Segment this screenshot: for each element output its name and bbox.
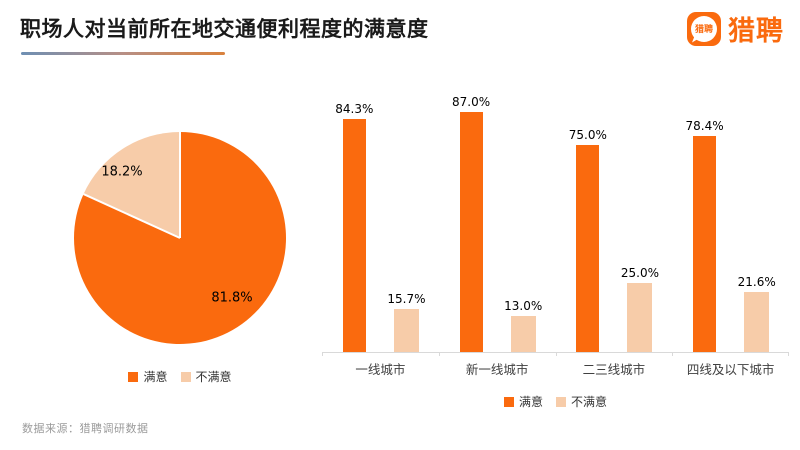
bar-value-label: 78.4%: [685, 118, 724, 133]
legend-item-unsatisfied: 不满意: [180, 368, 232, 385]
bar-group-四线及以下城市: 78.4% 21.6%: [672, 85, 789, 352]
axis-tick: [672, 352, 674, 356]
legend-label-unsatisfied: 不满意: [571, 395, 608, 409]
category-axis: 一线城市 新一线城市 二三线城市 四线及以下城市: [322, 353, 789, 378]
bar-plot-area: 84.3% 15.7% 87.0% 13.0% 75.0% 25.0% 78.4% 21.6%: [322, 85, 789, 356]
axis-tick: [555, 352, 557, 356]
data-source-note: 数据来源：猎聘调研数据: [22, 422, 149, 435]
category-label: 新一线城市: [465, 362, 529, 377]
logo-icon-text: 猎聘: [694, 25, 713, 35]
bar-group-新一线城市: 87.0% 13.0%: [439, 85, 556, 352]
logo-wordmark: 猎聘: [728, 16, 784, 47]
pie-value-label-unsatisfied: 18.2%: [101, 164, 143, 180]
category-label: 二三线城市: [582, 362, 646, 377]
bar-value-label: 25.0%: [620, 266, 659, 280]
bar-item: 87.0%: [452, 95, 490, 352]
legend-label-satisfied: 满意: [518, 395, 543, 409]
pie-slice-不满意: [83, 132, 180, 238]
unsatisfied-swatch: [180, 371, 191, 382]
bar-item: 78.4%: [686, 119, 724, 352]
title-underline: [21, 52, 225, 55]
bar-不满意: [627, 283, 653, 352]
bar-item: 84.3%: [335, 102, 373, 352]
pie-value-label-satisfied: 81.8%: [211, 290, 253, 306]
bar-item: 75.0%: [569, 128, 607, 352]
bar-不满意: [744, 292, 770, 352]
legend-label-satisfied: 满意: [143, 370, 168, 384]
bar-chart-section: 84.3% 15.7% 87.0% 13.0% 75.0% 25.0% 78.4% 21.6%…: [322, 85, 789, 410]
speech-bubble-icon: 猎聘: [691, 15, 717, 42]
legend-item-satisfied: 满意: [128, 368, 168, 385]
bar-不满意: [510, 316, 536, 352]
bar-item: 21.6%: [738, 275, 776, 352]
satisfied-swatch: [128, 371, 139, 382]
bar-item: 13.0%: [504, 299, 542, 352]
liepin-logo-icon: 猎聘: [687, 11, 721, 46]
bar-legend: 满意 不满意: [322, 393, 789, 410]
category-label: 四线及以下城市: [686, 362, 775, 377]
unsatisfied-swatch: [556, 396, 566, 407]
bar-value-label: 87.0%: [452, 94, 491, 109]
slice-divider: [83, 193, 181, 239]
bar-item: 25.0%: [621, 266, 659, 352]
bar-value-label: 75.0%: [568, 128, 607, 142]
axis-tick: [322, 352, 323, 356]
bar-value-label: 13.0%: [504, 299, 543, 314]
bar-group-二三线城市: 75.0% 25.0%: [556, 85, 673, 352]
bar-item: 15.7%: [387, 291, 426, 352]
bar-满意: [459, 111, 483, 352]
pie-chart: [74, 132, 287, 344]
legend-item-unsatisfied: 不满意: [556, 393, 607, 410]
pie-chart-section: 18.2% 81.8% 满意 不满意: [60, 128, 300, 388]
satisfied-swatch: [503, 396, 514, 407]
bar-满意: [342, 119, 366, 352]
pie-legend: 满意 不满意: [60, 368, 300, 385]
bar-满意: [576, 145, 600, 352]
page-title: 职场人对当前所在地交通便利程度的满意度: [20, 17, 429, 41]
legend-item-satisfied: 满意: [503, 393, 543, 410]
bar-group-一线城市: 84.3% 15.7%: [322, 85, 439, 352]
bar-满意: [693, 135, 717, 352]
axis-tick: [788, 352, 789, 356]
legend-label-unsatisfied: 不满意: [195, 370, 232, 384]
category-label: 一线城市: [355, 362, 406, 377]
bar-value-label: 21.6%: [737, 275, 776, 290]
bar-value-label: 84.3%: [335, 102, 374, 117]
axis-tick: [438, 352, 440, 356]
bar-value-label: 15.7%: [387, 291, 426, 306]
liepin-logo: 猎聘 猎聘: [687, 9, 784, 48]
bar-不满意: [393, 308, 419, 352]
